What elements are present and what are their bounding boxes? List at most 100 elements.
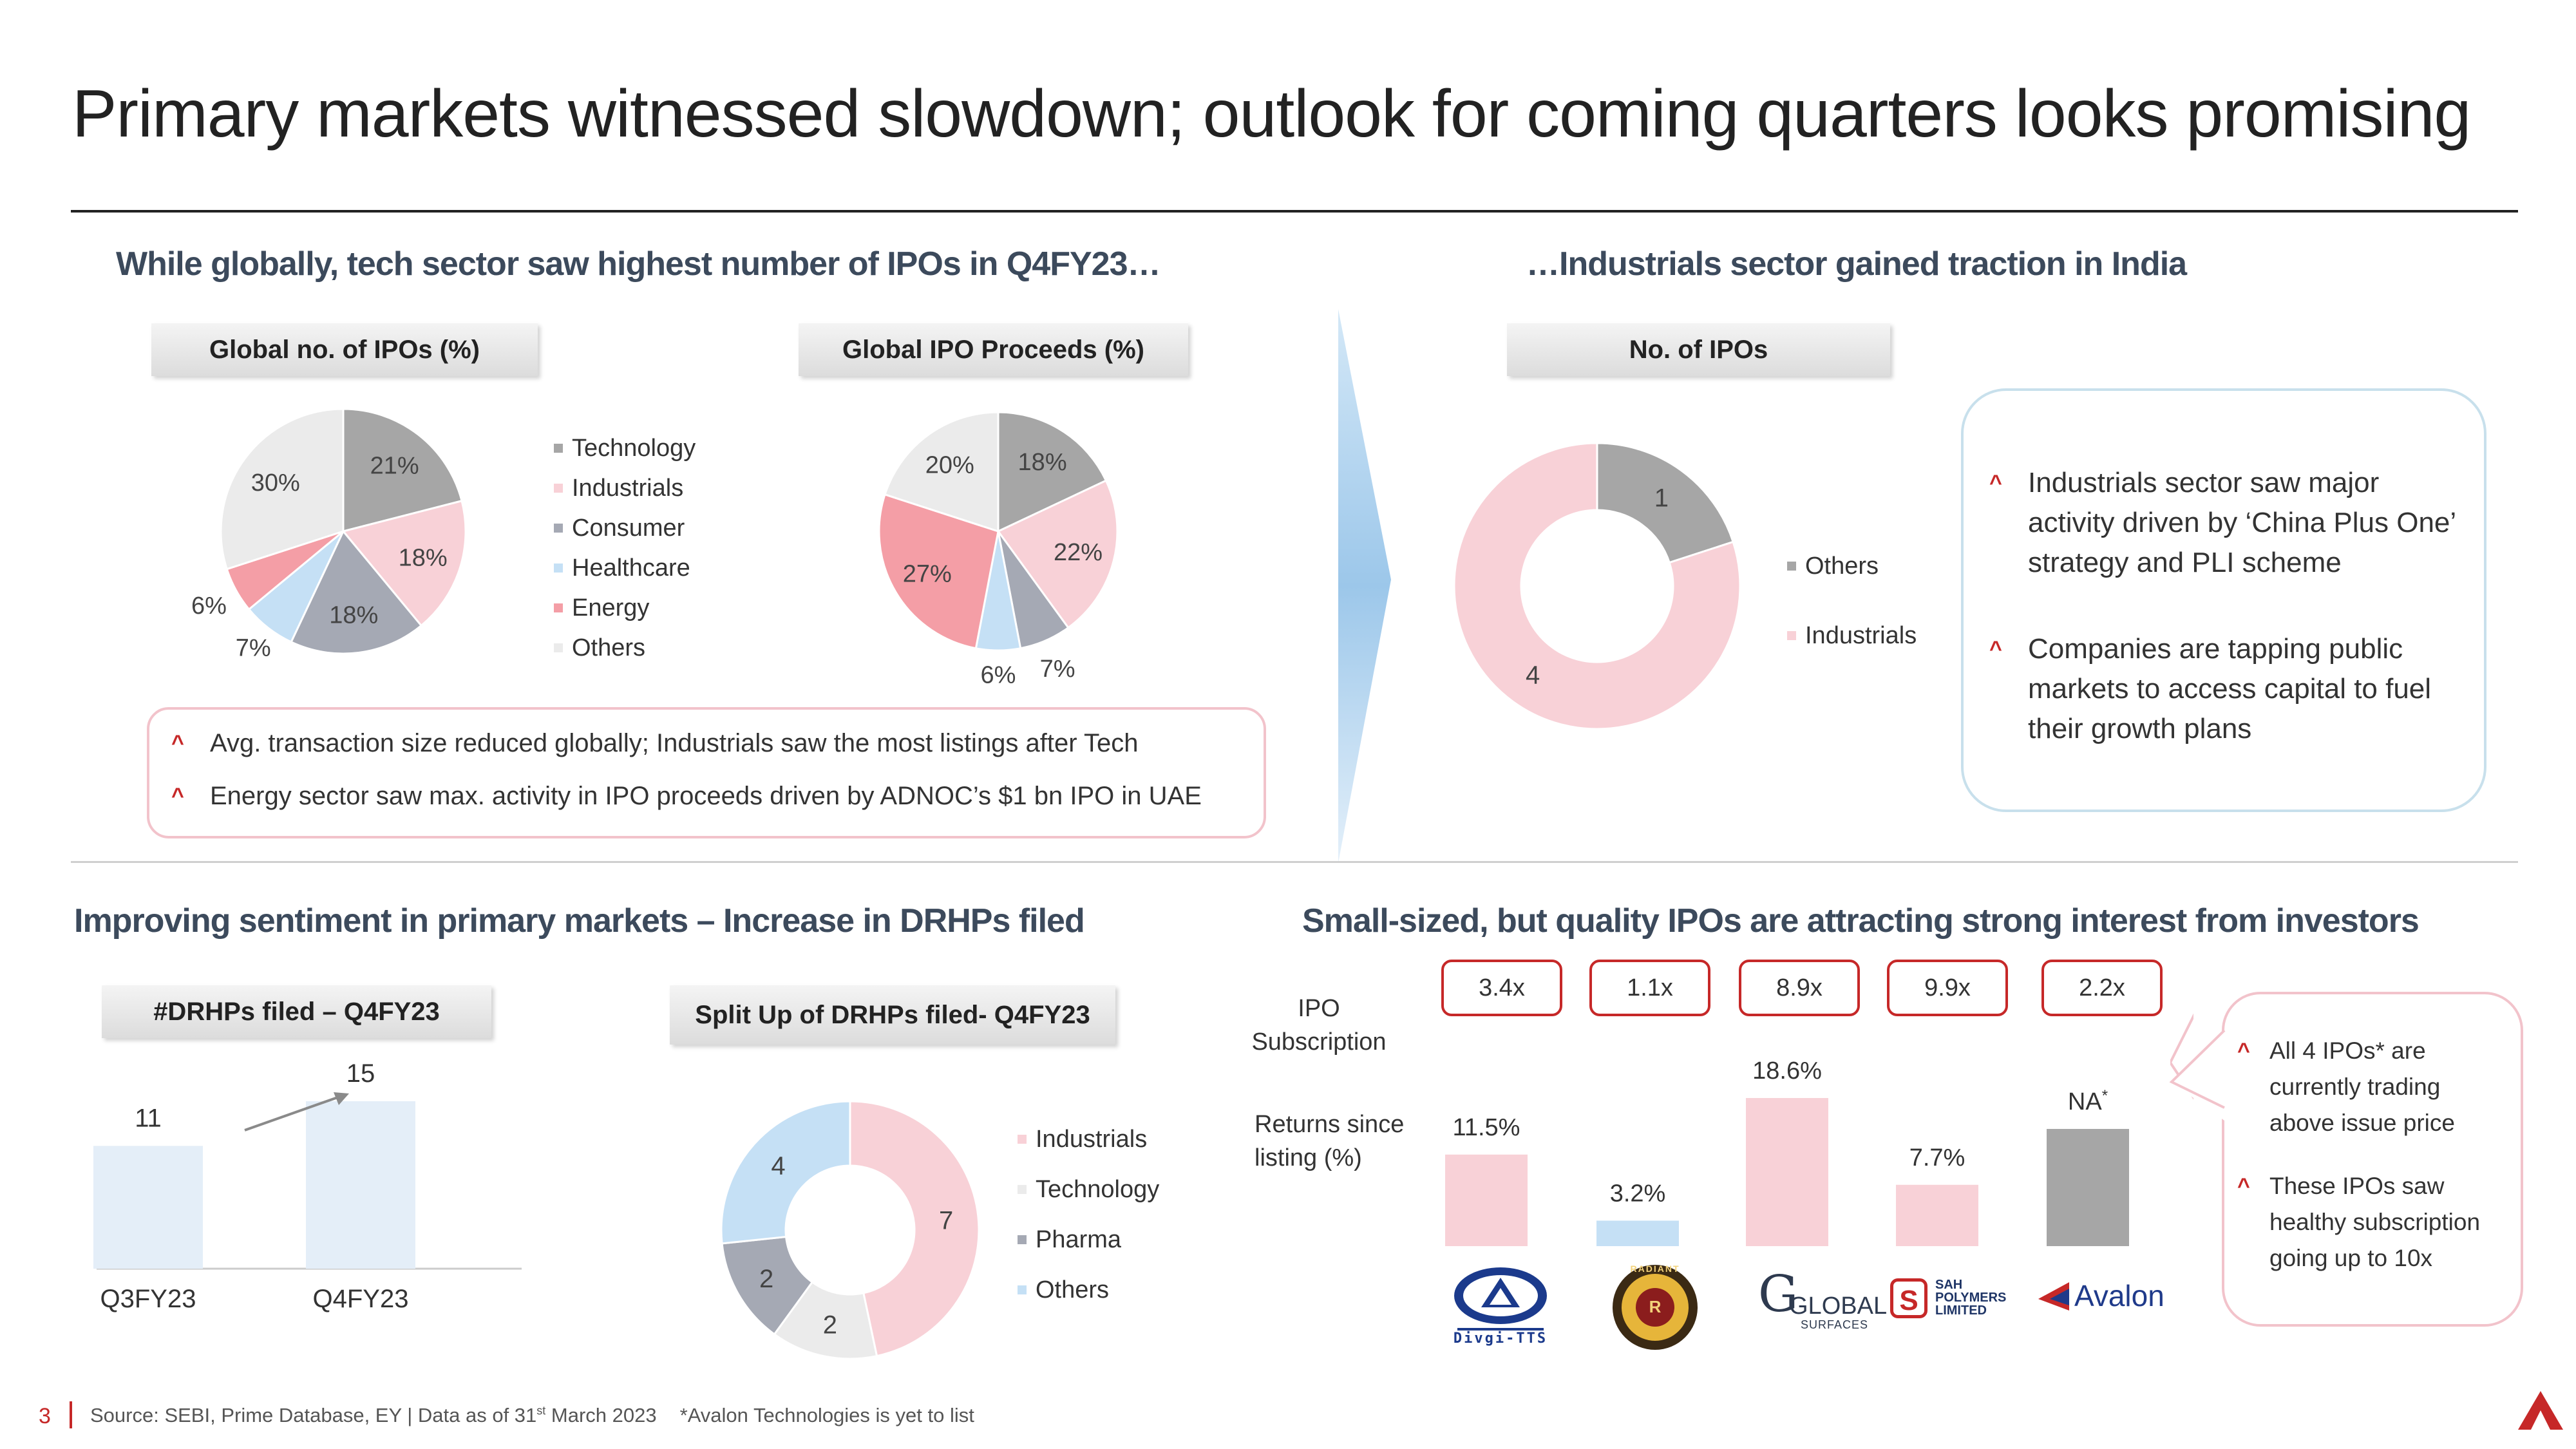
legend-item: Consumer (554, 508, 696, 548)
returns-bars: 11.5% 3.2% 18.6% 7.7% NA* (1445, 1057, 2129, 1246)
bar-value-label: 11 (135, 1104, 162, 1132)
india-ipos-donut-svg: 14 (1453, 442, 1741, 730)
global-surfaces-logo: G GLOBAL SURFACES (1758, 1265, 1887, 1336)
legend-swatch (554, 643, 563, 652)
drhp-bars: 11 Q3FY23 15 Q4FY23 (93, 1059, 522, 1313)
slice-label: 6% (981, 661, 1016, 688)
bar-category-label: Q4FY23 (313, 1285, 409, 1313)
subscription-pill: 3.4x (1441, 960, 1562, 1016)
slice-label: 27% (903, 560, 952, 587)
legend-swatch (1018, 1235, 1027, 1244)
callout-bullet: ^ Energy sector saw max. activity in IPO … (171, 777, 1264, 815)
slice-label: 2 (823, 1311, 837, 1340)
bar-value-label: 7.7% (1909, 1144, 1965, 1171)
callout-text: Avg. transaction size reduced globally; … (210, 729, 1139, 757)
slice-others (884, 411, 999, 533)
bar-value-label: 3.2% (1610, 1180, 1666, 1207)
bar-value-label: 18.6% (1752, 1057, 1822, 1084)
callout-bullet: ^ Avg. transaction size reduced globally;… (171, 724, 1264, 762)
top-left-heading: While globally, tech sector saw highest … (116, 245, 1160, 283)
callout-bullet: ^ Industrials sector saw major activity d… (1989, 463, 2458, 583)
slice-others (220, 408, 345, 571)
logo-text: RADIANT (1630, 1264, 1680, 1274)
subscription-pill: 1.1x (1589, 960, 1710, 1016)
legend-label: Consumer (572, 514, 685, 542)
legend-item: Others (1787, 546, 1917, 586)
slice-label: 18% (1018, 449, 1067, 476)
caret-icon: ^ (1989, 637, 2002, 661)
slice-label: 22% (1054, 539, 1103, 566)
legend-label: Technology (1036, 1175, 1160, 1203)
bar (93, 1146, 203, 1269)
page-number: 3 (39, 1404, 51, 1428)
bar-value-label: 15 (346, 1059, 375, 1088)
trend-arrow-icon (244, 1095, 342, 1132)
chevron-arrow-icon (1338, 309, 1391, 863)
slice-label: 1 (1654, 484, 1669, 512)
source-note: Source: SEBI, Prime Database, EY | Data … (90, 1404, 974, 1427)
caret-icon: ^ (171, 784, 184, 808)
slice-industrials (341, 499, 467, 627)
radiant-logo-icon (1613, 1265, 1698, 1350)
chart-tag-global-ipos: Global no. of IPOs (%) (151, 323, 538, 376)
legend-label: Pharma (1036, 1226, 1122, 1253)
callout-bullet: ^ All 4 IPOs* are currently trading above… (2237, 1033, 2505, 1141)
callout-bullet: ^ These IPOs saw healthy subscription goi… (2237, 1168, 2505, 1276)
bar-value-label: 11.5% (1453, 1114, 1520, 1141)
callout-text: Industrials sector saw major activity dr… (2028, 467, 2456, 578)
slice-industrials (1453, 442, 1741, 730)
slice-energy (878, 493, 999, 650)
legend-swatch (554, 564, 563, 573)
source-text: Source: SEBI, Prime Database, EY | Data … (90, 1404, 537, 1426)
donut-india-ipos: 14 (1453, 442, 1741, 730)
legend-swatch (554, 524, 563, 533)
donut-legend-india: Others Industrials (1787, 546, 1917, 656)
top-right-heading: …Industrials sector gained traction in I… (1526, 245, 2187, 283)
avalon-mark-icon (2038, 1282, 2069, 1311)
bar (1596, 1220, 1679, 1246)
logo-text: SAH (1935, 1278, 1963, 1292)
callout-pointer-overlay (2169, 1029, 2226, 1121)
source-sup: st (536, 1404, 546, 1417)
chart-tag-india-ipos: No. of IPOs (1507, 323, 1890, 376)
radiant-logo: R RADIANT (1610, 1262, 1700, 1352)
slice-label: 4 (1526, 661, 1540, 690)
radiant-initial: R (1649, 1297, 1662, 1316)
top-left-callout: ^ Avg. transaction size reduced globally;… (147, 707, 1266, 838)
slice-industrials (996, 479, 1119, 629)
slice-label: 18% (329, 601, 378, 629)
pie-global-proceeds: 18% 22% 7% 6% 27% 20% (878, 411, 1119, 688)
callout-text: All 4 IPOs* are currently trading above … (2269, 1037, 2455, 1136)
legend-label: Others (1805, 552, 1879, 580)
legend-item: Technology (554, 428, 696, 468)
chart-tag-global-proceeds: Global IPO Proceeds (%) (799, 323, 1188, 376)
bar (2047, 1129, 2129, 1246)
slice-technology (997, 411, 1108, 533)
bottom-right-callout: ^ All 4 IPOs* are currently trading above… (2222, 992, 2523, 1327)
subscription-pill: 8.9x (1739, 960, 1860, 1016)
legend-label: Others (1036, 1276, 1110, 1303)
slice-label: 4 (771, 1152, 785, 1180)
slice-label: 20% (925, 452, 974, 479)
legend-swatch (1787, 631, 1796, 640)
title-divider (71, 210, 2518, 213)
legend-swatch (1018, 1185, 1027, 1194)
caret-icon: ^ (2237, 1174, 2250, 1198)
bar (1445, 1154, 1528, 1246)
legend-item: Technology (1018, 1164, 1159, 1215)
donut-legend-drhp: Industrials Technology Pharma Others (1018, 1114, 1159, 1315)
legend-item: Others (1018, 1265, 1159, 1315)
avalon-logo: Avalon (2038, 1278, 2174, 1323)
slice-label: 7% (236, 634, 271, 661)
trend-arrow-head-icon (334, 1092, 349, 1105)
subscription-pill: 9.9x (1887, 960, 2008, 1016)
slice-label: 7 (939, 1206, 953, 1235)
bar (1746, 1098, 1828, 1246)
sah-polymers-logo: S SAH POLYMERS LIMITED (1890, 1278, 2038, 1330)
legend-label: Energy (572, 594, 650, 621)
slice-label: 18% (399, 544, 448, 571)
bottom-right-heading: Small-sized, but quality IPOs are attrac… (1302, 902, 2420, 940)
ipo-subscription-label: IPO Subscription (1251, 995, 1387, 1056)
legend-label: Industrials (1805, 621, 1917, 649)
drhp-bar-chart: 11 Q3FY23 15 Q4FY23 (93, 1059, 522, 1313)
